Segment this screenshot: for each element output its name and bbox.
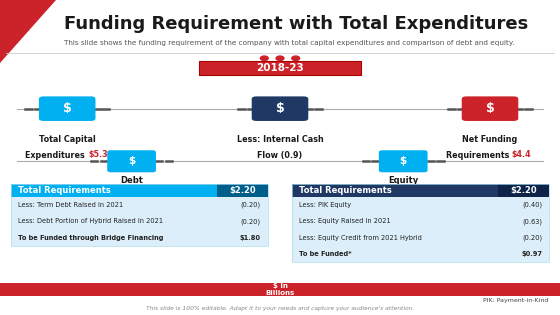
Text: Less: Equity Raised in 2021: Less: Equity Raised in 2021 <box>299 218 391 225</box>
Text: Flow (0.9): Flow (0.9) <box>258 151 302 160</box>
FancyBboxPatch shape <box>498 184 549 197</box>
Text: Total Requirements: Total Requirements <box>18 186 111 195</box>
FancyBboxPatch shape <box>11 184 268 197</box>
Text: $: $ <box>276 102 284 115</box>
FancyBboxPatch shape <box>0 283 560 296</box>
Text: $2.20: $2.20 <box>229 186 256 195</box>
FancyBboxPatch shape <box>11 197 268 246</box>
Text: Less: Debt Portion of Hybrid Raised in 2021: Less: Debt Portion of Hybrid Raised in 2… <box>18 218 163 225</box>
Text: $5.3: $5.3 <box>88 150 108 159</box>
Text: (0.40): (0.40) <box>522 202 542 208</box>
Text: (0.20): (0.20) <box>241 218 261 225</box>
Text: To be Funded through Bridge Financing: To be Funded through Bridge Financing <box>18 235 164 241</box>
Text: $2.20: $2.20 <box>510 186 537 195</box>
Text: Debt: Debt <box>120 176 143 186</box>
Text: $ in
Billions: $ in Billions <box>265 283 295 296</box>
Text: (0.20): (0.20) <box>522 235 542 241</box>
Text: Total Requirements: Total Requirements <box>299 186 392 195</box>
Text: Expenditures: Expenditures <box>25 151 87 160</box>
FancyBboxPatch shape <box>39 96 95 121</box>
FancyBboxPatch shape <box>252 96 308 121</box>
Text: This slide shows the funding requirement of the company with total capital expen: This slide shows the funding requirement… <box>64 40 515 47</box>
Text: Less: Equity Credit from 2021 Hybrid: Less: Equity Credit from 2021 Hybrid <box>299 235 422 241</box>
Text: $0.97: $0.97 <box>521 251 542 257</box>
Text: Less: Internal Cash: Less: Internal Cash <box>237 135 323 144</box>
Text: Net Funding: Net Funding <box>463 135 517 144</box>
Text: Total Capital: Total Capital <box>39 135 96 144</box>
Text: $: $ <box>486 102 494 115</box>
FancyBboxPatch shape <box>217 184 268 197</box>
Polygon shape <box>0 0 56 63</box>
Text: $: $ <box>63 102 72 115</box>
Circle shape <box>276 56 284 60</box>
FancyBboxPatch shape <box>461 96 518 121</box>
Circle shape <box>260 56 268 60</box>
Text: (0.20): (0.20) <box>241 202 261 208</box>
Text: 2018-23: 2018-23 <box>256 63 304 73</box>
Text: This slide is 100% editable. Adapt it to your needs and capture your audience's : This slide is 100% editable. Adapt it to… <box>146 306 414 311</box>
FancyBboxPatch shape <box>292 184 549 197</box>
Text: Equity: Equity <box>388 176 418 186</box>
Text: $: $ <box>400 156 407 166</box>
Text: $4.4: $4.4 <box>511 150 531 159</box>
FancyBboxPatch shape <box>107 150 156 172</box>
FancyBboxPatch shape <box>379 150 428 172</box>
Text: Funding Requirement with Total Expenditures: Funding Requirement with Total Expenditu… <box>64 14 529 33</box>
Text: Requirements: Requirements <box>446 151 512 160</box>
Text: Less: Term Debt Raised in 2021: Less: Term Debt Raised in 2021 <box>18 202 123 208</box>
Text: PIK: Payment-in-Kind: PIK: Payment-in-Kind <box>483 298 549 303</box>
Text: To be Funded*: To be Funded* <box>299 251 352 257</box>
Circle shape <box>292 56 300 60</box>
Text: $: $ <box>128 156 135 166</box>
Text: Less: PIK Equity: Less: PIK Equity <box>299 202 351 208</box>
Text: $1.80: $1.80 <box>240 235 261 241</box>
FancyBboxPatch shape <box>292 197 549 262</box>
Text: (0.63): (0.63) <box>522 218 542 225</box>
FancyBboxPatch shape <box>199 61 361 75</box>
